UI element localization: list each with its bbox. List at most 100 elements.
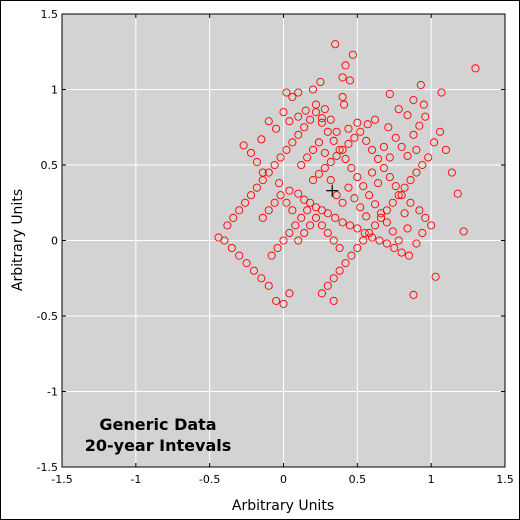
x-tick-label-6: 1.5 <box>496 473 514 486</box>
data-point-19 <box>403 111 412 120</box>
data-point-159 <box>335 243 344 253</box>
x-tick-label-5: 1 <box>428 473 435 486</box>
data-point-140 <box>373 154 383 164</box>
data-point-5 <box>345 76 355 85</box>
data-point-28 <box>320 105 329 114</box>
data-point-34 <box>272 124 281 133</box>
data-point-104 <box>252 183 261 192</box>
data-point-141 <box>379 163 388 173</box>
data-point-76 <box>376 213 386 222</box>
data-point-79 <box>359 236 368 245</box>
data-point-88 <box>285 289 294 298</box>
data-point-193 <box>427 221 436 230</box>
data-point-21 <box>363 120 372 129</box>
data-point-55 <box>375 236 384 245</box>
data-point-22 <box>384 123 393 132</box>
data-point-111 <box>294 130 303 139</box>
data-point-106 <box>264 168 273 177</box>
data-point-67 <box>430 138 439 147</box>
y-tick-label-2: -0.5 <box>37 310 58 323</box>
data-point-185 <box>409 130 418 139</box>
data-point-100 <box>229 213 238 222</box>
data-point-43 <box>294 189 303 198</box>
data-point-103 <box>246 191 256 200</box>
data-point-162 <box>276 191 285 200</box>
y-tick-label-3: 0 <box>51 235 58 248</box>
x-tick-label-2: -0.5 <box>199 473 220 486</box>
data-point-151 <box>267 251 276 260</box>
data-point-150 <box>273 243 282 253</box>
data-point-9 <box>288 93 297 102</box>
data-point-92 <box>257 274 266 283</box>
data-point-129 <box>308 176 318 185</box>
data-point-170 <box>320 148 329 157</box>
data-point-116 <box>323 127 332 136</box>
data-point-57 <box>390 243 399 253</box>
data-point-53 <box>360 228 369 237</box>
data-point-89 <box>279 299 288 308</box>
data-point-30 <box>301 106 310 115</box>
data-point-133 <box>332 151 341 160</box>
data-point-189 <box>406 198 415 207</box>
data-point-107 <box>270 160 279 170</box>
data-point-80 <box>353 243 362 253</box>
data-point-51 <box>345 221 355 230</box>
data-point-69 <box>418 160 427 170</box>
data-point-4 <box>338 73 347 82</box>
data-point-117 <box>329 136 338 145</box>
data-point-152 <box>294 236 303 245</box>
data-point-135 <box>344 139 353 148</box>
data-point-134 <box>338 145 347 154</box>
data-point-11 <box>338 93 347 102</box>
data-point-183 <box>397 142 406 151</box>
data-point-174 <box>344 183 353 192</box>
data-point-42 <box>285 186 294 195</box>
data-point-138 <box>362 136 371 145</box>
data-point-49 <box>331 213 340 222</box>
data-point-16 <box>419 100 428 109</box>
data-point-31 <box>294 112 303 121</box>
data-point-148 <box>285 228 294 237</box>
data-point-195 <box>412 239 421 248</box>
data-point-52 <box>353 224 362 233</box>
data-point-188 <box>412 145 421 154</box>
data-point-15 <box>385 89 394 99</box>
data-point-127 <box>388 227 397 236</box>
data-point-137 <box>356 127 365 136</box>
data-point-155 <box>311 213 321 222</box>
data-point-33 <box>279 108 288 117</box>
data-point-65 <box>441 145 450 154</box>
data-point-35 <box>264 117 273 126</box>
data-point-109 <box>282 145 291 154</box>
data-point-61 <box>431 272 440 281</box>
data-point-191 <box>415 206 424 215</box>
data-point-125 <box>376 209 386 218</box>
data-point-171 <box>326 176 335 185</box>
data-point-82 <box>341 259 350 268</box>
data-point-122 <box>359 182 368 191</box>
data-point-147 <box>291 221 300 230</box>
data-point-38 <box>246 148 256 157</box>
data-point-90 <box>272 296 281 305</box>
data-point-114 <box>311 108 321 117</box>
data-point-119 <box>341 154 350 164</box>
y-tick-label-0: -1.5 <box>37 461 58 474</box>
data-point-86 <box>317 289 326 298</box>
x-axis-ticks: -1.5 -1 -0.5 0 0.5 1 1.5 <box>51 14 514 486</box>
data-point-145 <box>303 206 312 215</box>
data-point-163 <box>270 198 279 207</box>
data-point-91 <box>264 281 273 290</box>
data-point-177 <box>362 212 371 221</box>
data-point-176 <box>356 203 365 212</box>
data-point-26 <box>326 115 335 124</box>
data-point-66 <box>435 127 445 136</box>
data-point-14 <box>437 88 446 97</box>
data-point-78 <box>365 228 374 237</box>
data-point-45 <box>306 198 315 207</box>
data-point-36 <box>257 135 266 144</box>
data-point-20 <box>371 115 380 124</box>
data-point-6 <box>308 85 318 94</box>
data-point-186 <box>415 121 424 130</box>
data-point-146 <box>297 213 306 222</box>
